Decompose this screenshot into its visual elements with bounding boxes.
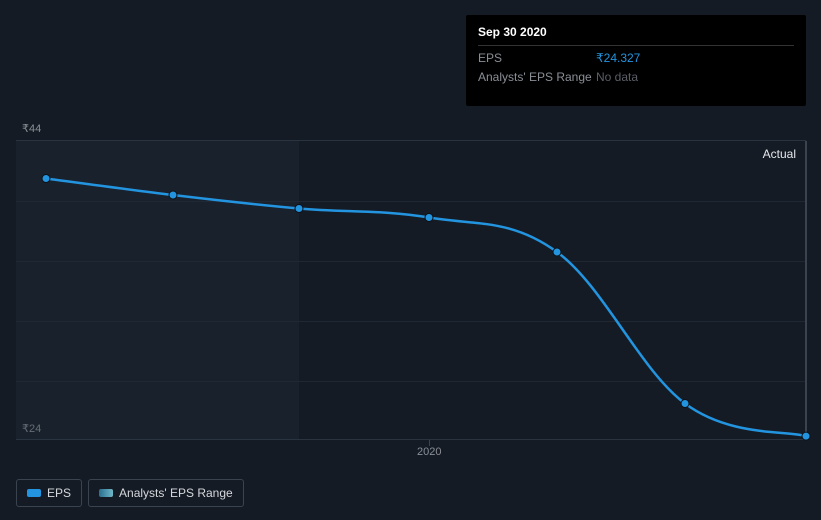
eps-line-svg: [16, 141, 806, 439]
tooltip-eps-label: EPS: [478, 51, 596, 65]
legend-item-eps[interactable]: EPS: [16, 479, 82, 507]
y-axis-label-top: ₹44: [22, 122, 41, 135]
eps-marker[interactable]: [681, 400, 689, 408]
eps-markers: [42, 175, 810, 441]
eps-marker[interactable]: [295, 205, 303, 213]
eps-marker[interactable]: [425, 214, 433, 222]
plot-area: [16, 140, 806, 440]
actual-label: Actual: [763, 147, 796, 161]
eps-marker[interactable]: [553, 248, 561, 256]
legend-swatch-eps: [27, 489, 41, 497]
tooltip-date: Sep 30 2020: [478, 25, 794, 46]
chart-area[interactable]: ₹44 ₹24 Actual 2020: [16, 120, 806, 460]
tooltip-row-eps: EPS ₹24.327: [478, 46, 794, 65]
eps-marker[interactable]: [42, 175, 50, 183]
eps-marker[interactable]: [169, 191, 177, 199]
legend-swatch-range: [99, 489, 113, 497]
legend-label: EPS: [47, 486, 71, 500]
tooltip-panel: Sep 30 2020 EPS ₹24.327 Analysts' EPS Ra…: [466, 15, 806, 106]
x-axis-label: 2020: [417, 446, 441, 458]
eps-marker[interactable]: [802, 432, 810, 440]
chart-container: Sep 30 2020 EPS ₹24.327 Analysts' EPS Ra…: [0, 0, 821, 520]
tooltip-range-label: Analysts' EPS Range: [478, 70, 596, 84]
tooltip-range-value: No data: [596, 70, 638, 84]
tooltip-eps-value: ₹24.327: [596, 51, 640, 65]
legend: EPS Analysts' EPS Range: [16, 479, 244, 507]
legend-label: Analysts' EPS Range: [119, 486, 233, 500]
legend-item-range[interactable]: Analysts' EPS Range: [88, 479, 244, 507]
tooltip-row-range: Analysts' EPS Range No data: [478, 65, 794, 84]
